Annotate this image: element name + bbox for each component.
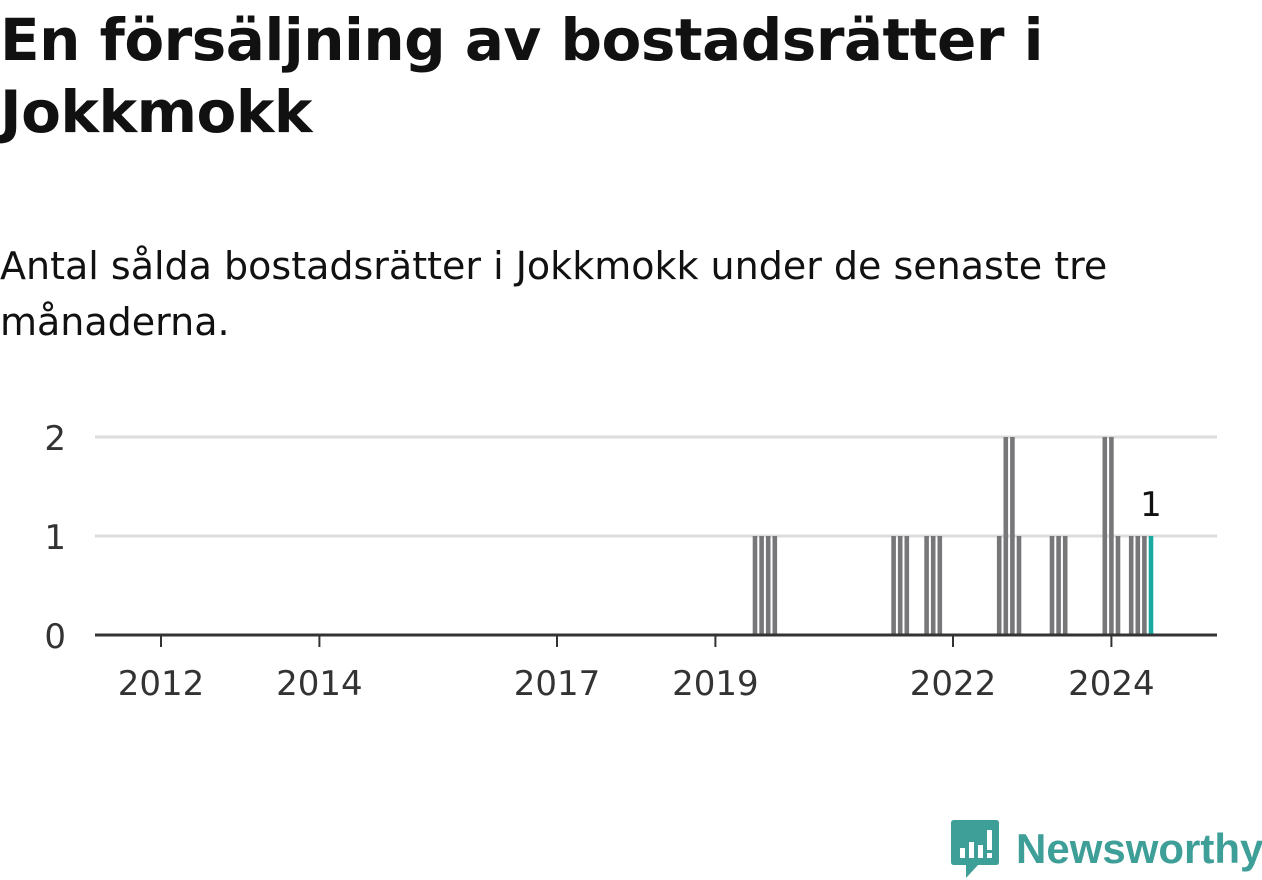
y-tick-label: 1 [44, 518, 66, 558]
bar [1062, 536, 1068, 635]
bar [1056, 536, 1061, 635]
bar [1142, 536, 1147, 635]
x-tick-label: 2024 [1068, 664, 1155, 700]
bar [1102, 437, 1108, 635]
brand-logo: Newsworthy [950, 818, 1262, 880]
bar [904, 536, 910, 635]
bar [891, 536, 896, 635]
bar [1115, 536, 1121, 635]
y-tick-label: 0 [44, 617, 66, 657]
bar [937, 536, 943, 635]
bar [752, 536, 758, 635]
chart-title: En försäljning av bostadsrätter i Jokkmo… [0, 6, 1044, 146]
newsworthy-logo-icon [951, 820, 999, 878]
bar [897, 536, 903, 635]
bar-chart: 0 1 2 2012 2014 2017 2019 2022 2024 1 [44, 419, 1217, 700]
x-tick-label: 2014 [276, 664, 363, 700]
bar [772, 536, 778, 635]
brand-name: Newsworthy [1016, 825, 1262, 872]
bar [1128, 536, 1134, 635]
bar [1109, 437, 1114, 635]
bar [1049, 536, 1055, 635]
bar [1135, 536, 1141, 635]
x-tick-label: 2022 [910, 664, 997, 700]
bar [1010, 437, 1015, 635]
bar [759, 536, 764, 635]
bar [924, 536, 929, 635]
bar [1148, 536, 1154, 635]
bar [996, 536, 1002, 635]
bar [765, 536, 771, 635]
bar [1016, 536, 1022, 635]
data-label: 1 [1140, 485, 1162, 525]
bar [930, 536, 936, 635]
y-tick-label: 2 [44, 419, 66, 459]
chart-subtitle: Antal sålda bostadsrätter i Jokkmokk und… [0, 244, 1108, 344]
x-tick-label: 2017 [514, 664, 601, 700]
x-tick-label: 2012 [118, 664, 205, 700]
x-tick-label: 2019 [672, 664, 759, 700]
bar [1003, 437, 1009, 635]
